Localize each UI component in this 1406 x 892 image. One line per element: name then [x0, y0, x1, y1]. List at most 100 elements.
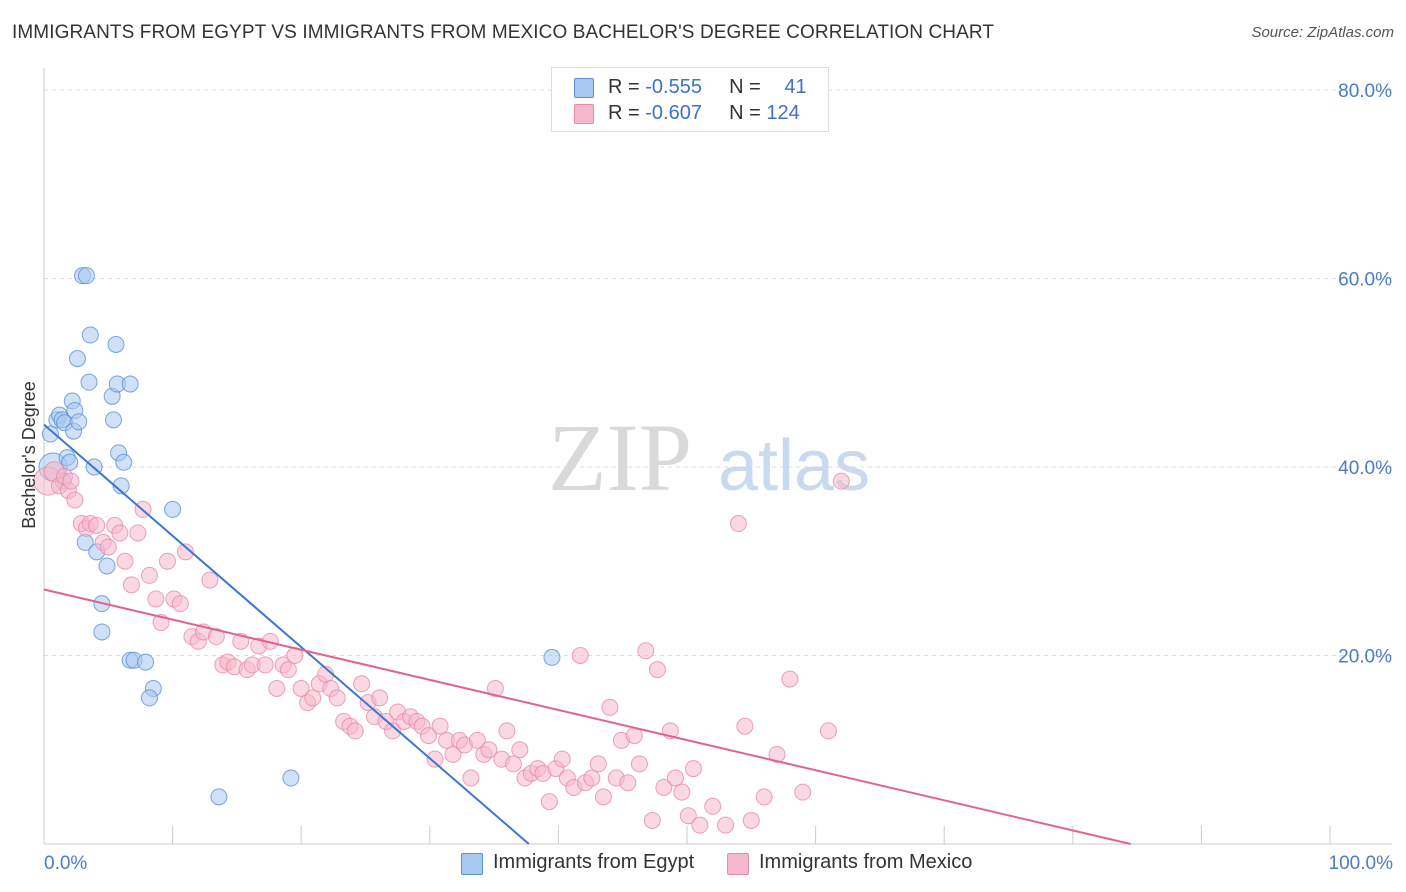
ticks-layer: 20.0% 40.0% 60.0% 80.0% 0.0% 100.0% — [44, 81, 1393, 874]
watermark: ZIP atlas — [548, 404, 870, 511]
y-tick-label: 80.0% — [1338, 81, 1392, 102]
egypt-point — [93, 623, 111, 641]
mexico-point — [147, 590, 165, 608]
mexico-point — [589, 755, 607, 773]
egypt-point — [68, 350, 86, 368]
mexico-point — [832, 472, 850, 490]
egypt-point — [107, 335, 125, 353]
mexico-point — [420, 727, 438, 745]
mexico-trend-line — [43, 588, 1131, 845]
mexico-point — [619, 774, 637, 792]
egypt-point — [98, 557, 116, 575]
egypt-point — [543, 648, 561, 666]
mexico-point — [207, 628, 225, 646]
mexico-point — [201, 571, 219, 589]
mexico-point — [498, 722, 516, 740]
mexico-point — [431, 717, 449, 735]
mexico-point — [304, 689, 322, 707]
mexico-point — [88, 516, 106, 534]
mexico-point — [279, 661, 297, 679]
mexico-point — [256, 656, 274, 674]
mexico-point — [468, 731, 486, 749]
mexico-point — [384, 722, 402, 740]
mexico-point — [292, 679, 310, 697]
mexico-point — [673, 783, 691, 801]
mexico-point — [819, 722, 837, 740]
mexico-point — [583, 769, 601, 787]
mexico-point — [794, 783, 812, 801]
mexico-point — [571, 647, 589, 664]
legend-mexico-n-value: 124 — [766, 102, 800, 124]
mexico-point — [116, 552, 134, 570]
egypt-point — [115, 453, 133, 471]
mexico-point — [268, 679, 286, 697]
mexico-point — [655, 778, 673, 796]
mexico-swatch — [574, 104, 594, 124]
legend-egypt-n-label: N = — [729, 76, 767, 98]
mexico-point — [679, 807, 697, 825]
legend-mexico-n-label: N = — [729, 102, 767, 124]
egypt-point — [164, 500, 182, 518]
mexico-point — [630, 755, 648, 773]
x-tick-label: 0.0% — [44, 853, 87, 874]
mexico-point — [176, 543, 194, 561]
mexico-point — [328, 689, 346, 707]
mexico-point — [486, 679, 504, 697]
bottom-legend-egypt-label: Immigrants from Egypt — [493, 851, 695, 873]
points-layer — [33, 267, 850, 834]
mexico-point — [704, 797, 722, 815]
legend-egypt-n-value: 41 — [784, 76, 807, 98]
watermark-zip: ZIP — [548, 404, 692, 511]
mexico-point — [158, 552, 176, 570]
legend-mexico-r-value: -0.607 — [645, 102, 702, 124]
mexico-point — [729, 515, 747, 533]
mexico-point — [511, 741, 529, 759]
egypt-point — [41, 425, 59, 443]
mexico-point — [594, 788, 612, 806]
mexico-point — [171, 595, 189, 613]
mexico-point — [462, 769, 480, 787]
mexico-point — [717, 816, 735, 834]
mexico-point — [553, 750, 571, 768]
trend-layer — [43, 423, 1131, 845]
mexico-point — [426, 750, 444, 768]
mexico-point — [99, 538, 117, 556]
egypt-point — [137, 653, 155, 671]
egypt-point — [112, 477, 130, 495]
mexico-point — [768, 745, 786, 763]
mexico-point — [66, 491, 84, 509]
egypt-point — [77, 267, 95, 285]
mexico-point — [691, 816, 709, 834]
legend-mexico-r-label: R = — [608, 102, 646, 124]
mexico-point — [444, 745, 462, 763]
egypt-swatch — [574, 78, 594, 98]
mexico-point — [504, 755, 522, 773]
chart-title: IMMIGRANTS FROM EGYPT VS IMMIGRANTS FROM… — [12, 22, 995, 43]
egypt-point — [70, 413, 88, 431]
mexico-point — [736, 717, 754, 735]
egypt-trend-line — [43, 423, 530, 845]
legend-egypt-r-value: -0.555 — [645, 76, 702, 98]
mexico-point — [480, 741, 498, 759]
mexico-legend-swatch — [727, 853, 749, 875]
mexico-point — [540, 793, 558, 811]
mexico-point — [781, 670, 799, 688]
mexico-point — [122, 576, 140, 594]
mexico-point — [666, 769, 684, 787]
mexico-point — [637, 642, 655, 660]
watermark-atlas: atlas — [718, 426, 870, 506]
egypt-point — [121, 375, 139, 393]
legend-egypt-r-label: R = — [608, 76, 646, 98]
mexico-point — [371, 689, 389, 707]
mexico-point — [684, 760, 702, 778]
mexico-point — [648, 661, 666, 679]
chart-source: Source: ZipAtlas.com — [1251, 24, 1394, 41]
egypt-point — [81, 326, 99, 344]
egypt-point — [80, 373, 98, 391]
mexico-point — [643, 811, 661, 829]
bottom-legend-mexico-label: Immigrants from Mexico — [759, 851, 973, 873]
mexico-point — [140, 566, 158, 584]
mexico-point — [601, 698, 619, 716]
egypt-point — [282, 769, 300, 787]
